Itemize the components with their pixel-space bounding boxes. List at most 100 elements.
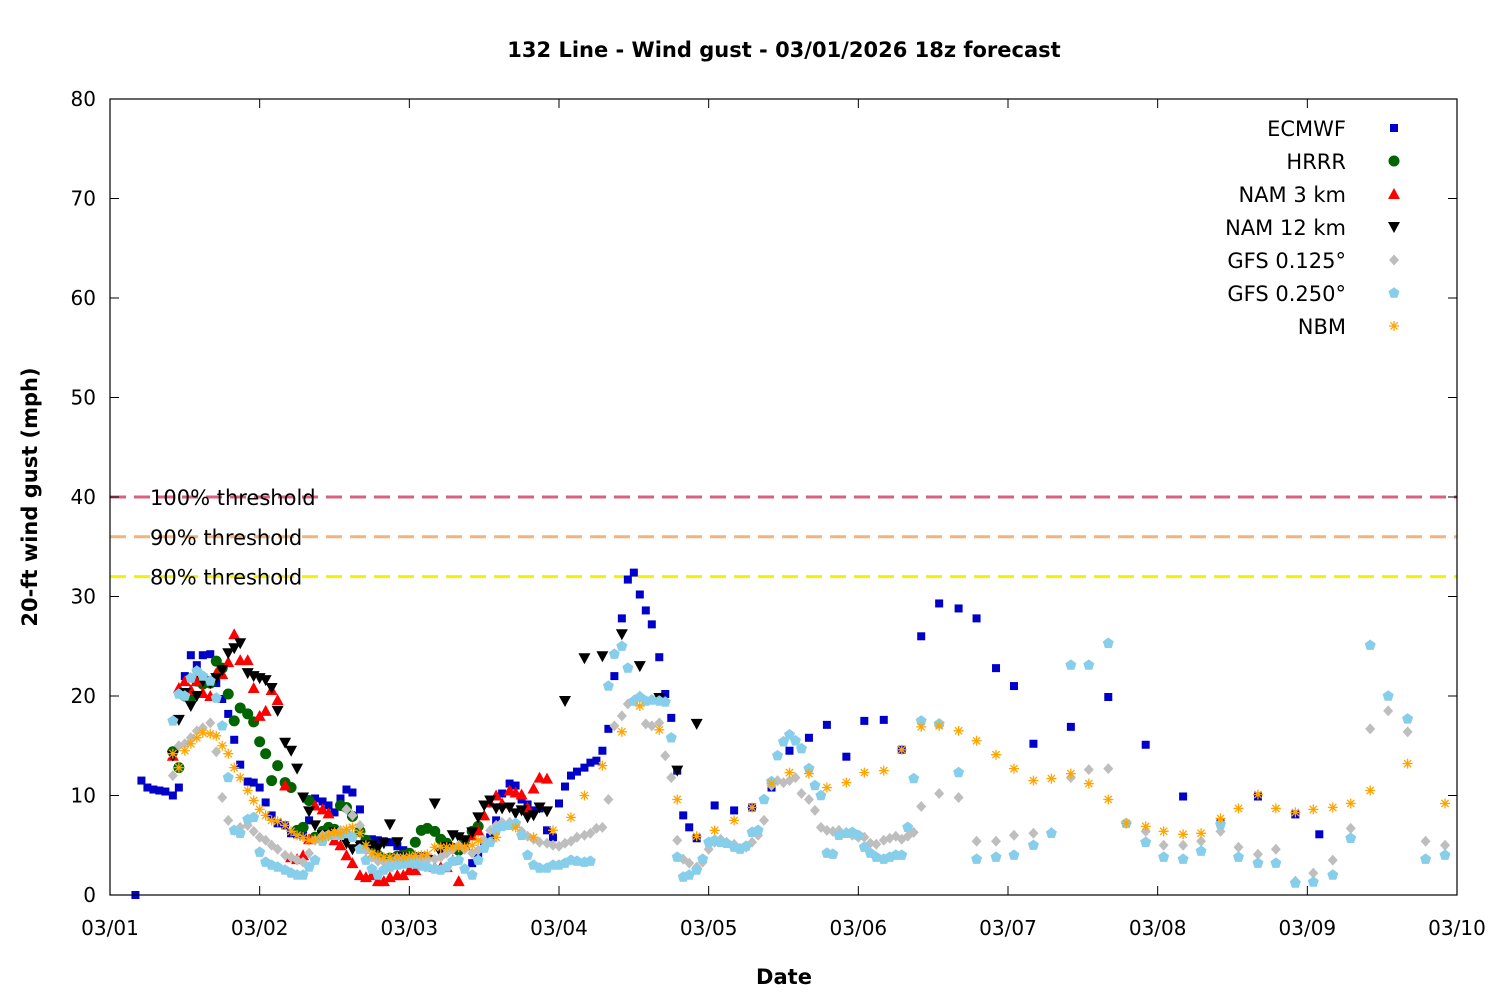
ecmwf-point bbox=[385, 838, 394, 847]
nam-3-km-point bbox=[271, 693, 284, 705]
gfs-0-250-point bbox=[908, 772, 920, 784]
gfs-0-125-point bbox=[1103, 763, 1114, 775]
nam-12-km-point bbox=[234, 638, 247, 650]
gfs-0-125-point bbox=[953, 791, 964, 803]
nam-3-km-point bbox=[228, 628, 241, 640]
ecmwf-point bbox=[604, 724, 613, 733]
ecmwf-point bbox=[143, 783, 152, 792]
gfs-0-250-point bbox=[809, 779, 821, 791]
nam-3-km-point bbox=[322, 807, 335, 819]
nbm-point bbox=[803, 768, 814, 779]
ecmwf-point bbox=[842, 752, 851, 761]
nbm-point bbox=[191, 732, 202, 743]
nam-12-km-point bbox=[222, 648, 235, 660]
ecmwf-point bbox=[685, 823, 694, 832]
nbm-point bbox=[416, 850, 427, 861]
gfs-0-125-point bbox=[684, 857, 695, 869]
nbm-point bbox=[298, 832, 309, 843]
nbm-point bbox=[205, 728, 216, 739]
gfs-0-250-point bbox=[354, 843, 366, 854]
ecmwf-point bbox=[822, 720, 831, 729]
nbm-point bbox=[310, 834, 321, 845]
gfs-0-250-point bbox=[602, 680, 614, 691]
gfs-0-125-point bbox=[1420, 835, 1431, 847]
nbm-point bbox=[672, 794, 683, 805]
nbm-point bbox=[410, 850, 421, 861]
gfs-0-125-point bbox=[616, 710, 627, 722]
nbm-point bbox=[248, 795, 259, 806]
nbm-point bbox=[1196, 828, 1207, 839]
y-tick-label: 60 bbox=[71, 286, 96, 310]
nbm-point bbox=[398, 852, 409, 863]
gfs-0-250-point bbox=[915, 715, 927, 726]
gfs-0-125-point bbox=[548, 839, 559, 851]
nam-12-km-point bbox=[527, 810, 540, 822]
nam-12-km-point bbox=[297, 792, 310, 804]
nbm-point bbox=[1365, 785, 1376, 796]
hrrr-point bbox=[429, 825, 441, 837]
ecmwf-point bbox=[255, 783, 264, 792]
nbm-point bbox=[579, 790, 590, 801]
ecmwf-point bbox=[1315, 830, 1324, 839]
gfs-0-125-point bbox=[759, 814, 770, 826]
ecmwf-point bbox=[305, 816, 314, 825]
x-tick-label: 03/02 bbox=[231, 916, 289, 940]
nbm-point bbox=[211, 730, 222, 741]
hrrr-point bbox=[409, 836, 421, 848]
gfs-0-250-point bbox=[254, 846, 266, 857]
gfs-0-250-point bbox=[815, 789, 827, 801]
y-tick-label: 80 bbox=[71, 87, 96, 111]
y-tick-label: 70 bbox=[71, 187, 96, 211]
gfs-0-250-point bbox=[1327, 869, 1339, 880]
gfs-0-125-point bbox=[585, 827, 596, 839]
gfs-0-125-point bbox=[646, 720, 657, 732]
gfs-0-125-point bbox=[205, 717, 216, 729]
ecmwf-point bbox=[730, 806, 739, 815]
gfs-0-125-point bbox=[341, 803, 352, 815]
nam-12-km-point bbox=[391, 837, 404, 849]
ecmwf-point bbox=[879, 715, 888, 724]
gfs-0-125-point bbox=[217, 791, 228, 803]
hrrr-point bbox=[242, 708, 254, 720]
nam-12-km-point bbox=[671, 765, 684, 777]
ecmwf-point bbox=[342, 785, 351, 794]
nbm-point bbox=[280, 820, 291, 831]
ecmwf-point bbox=[610, 672, 619, 681]
nbm-point bbox=[1046, 773, 1057, 784]
legend-label-gfs-0-125: GFS 0.125° bbox=[1227, 249, 1346, 273]
ecmwf-point bbox=[641, 606, 650, 615]
gfs-0-125-point bbox=[1196, 835, 1207, 847]
gfs-0-250-point bbox=[1177, 853, 1189, 864]
gfs-0-250-point bbox=[827, 848, 839, 859]
nbm-point bbox=[729, 815, 740, 826]
ecmwf-point bbox=[511, 781, 520, 790]
gfs-0-250-point bbox=[752, 824, 764, 835]
ecmwf-point bbox=[917, 632, 926, 641]
gfs-0-250-point bbox=[1233, 851, 1244, 862]
gfs-0-250-point bbox=[608, 648, 620, 659]
y-tick-label: 20 bbox=[71, 684, 96, 708]
ecmwf-point bbox=[236, 760, 245, 769]
ecmwf-point bbox=[330, 808, 339, 817]
nbm-point bbox=[510, 822, 521, 833]
nbm-point bbox=[616, 726, 627, 737]
ecmwf-point bbox=[243, 777, 252, 786]
nam-12-km-point bbox=[478, 800, 491, 812]
legend-marker-nam-3-km bbox=[1388, 188, 1400, 199]
nam-12-km-point bbox=[371, 843, 384, 855]
nam-3-km-point bbox=[190, 675, 203, 687]
nbm-point bbox=[1440, 798, 1451, 809]
ecmwf-point bbox=[661, 690, 670, 699]
legend: ECMWF HRRR NAM 3 km NAM 12 km GFS 0.125° GFS … bbox=[1225, 117, 1400, 339]
nbm-point bbox=[953, 725, 964, 736]
nam-12-km-point bbox=[472, 812, 485, 824]
nam-12-km-point bbox=[541, 806, 554, 818]
nam-3-km-point bbox=[259, 704, 272, 716]
legend-label-nam-12-km: NAM 12 km bbox=[1225, 216, 1346, 240]
nbm-point bbox=[896, 744, 907, 755]
nam-3-km-point bbox=[241, 654, 254, 666]
gfs-0-250-point bbox=[1045, 827, 1057, 838]
gfs-0-250-point bbox=[772, 749, 783, 761]
x-tick-label: 03/04 bbox=[530, 916, 588, 940]
gfs-0-250-point bbox=[1008, 849, 1020, 860]
